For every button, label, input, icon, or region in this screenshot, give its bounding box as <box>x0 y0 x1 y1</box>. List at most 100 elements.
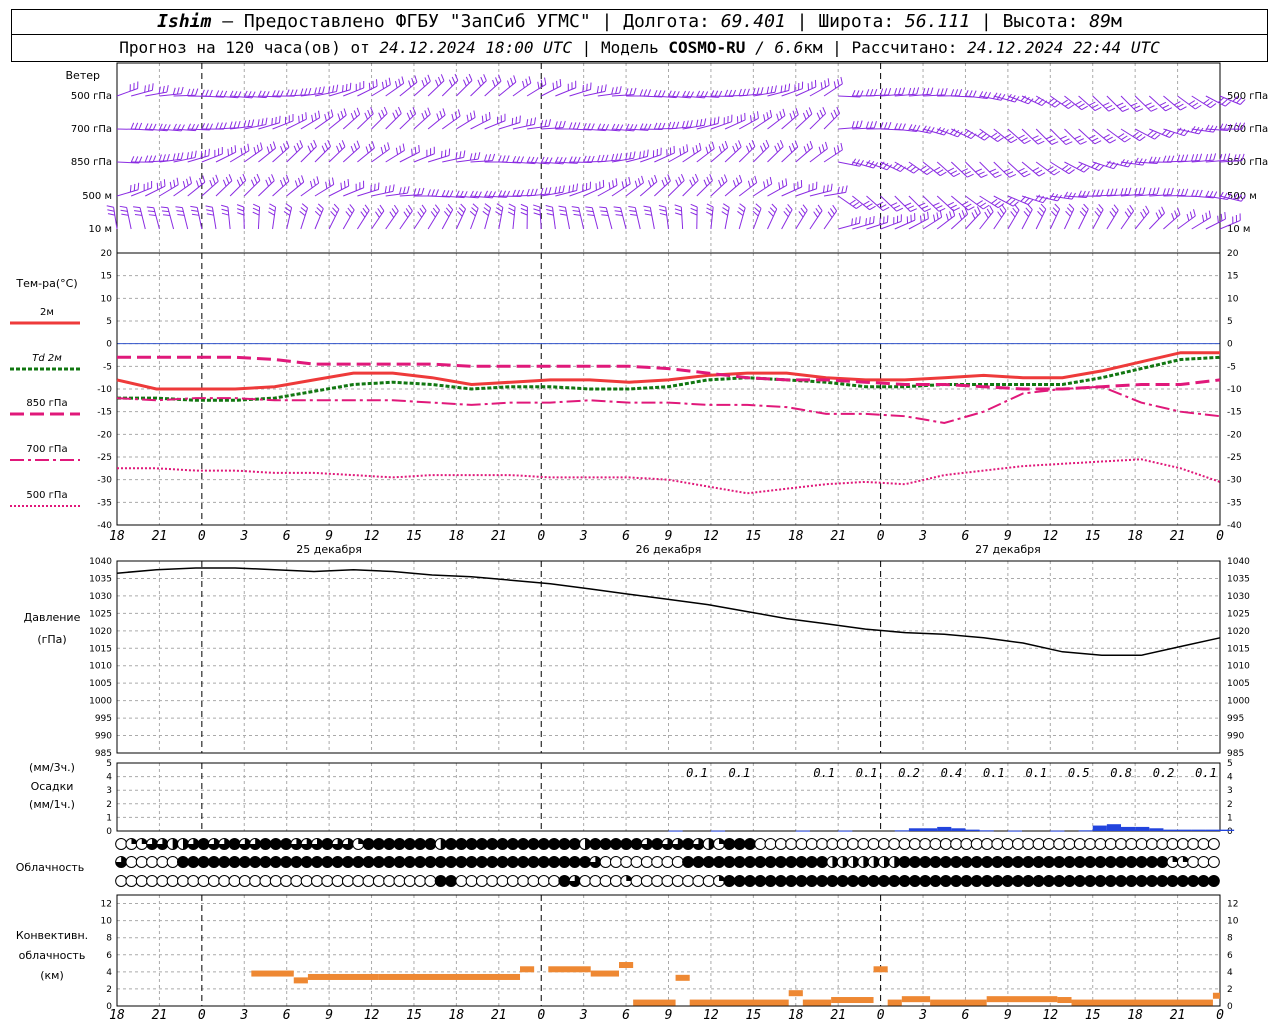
wind-barb-shaft <box>371 210 385 230</box>
wind-barb-feather <box>411 77 415 85</box>
cloud-circle <box>743 875 756 887</box>
precip-bar <box>951 828 966 831</box>
wind-barb-feather <box>421 112 425 120</box>
longitude-value: 69.401 <box>720 11 786 32</box>
wind-barb-feather <box>466 114 469 122</box>
cloud-circle <box>579 875 592 887</box>
wind-barb-feather <box>411 148 413 156</box>
precip-3h-label: 0.1 <box>813 766 835 780</box>
cloud-symbol <box>640 838 653 850</box>
wind-barb-feather <box>1199 189 1203 197</box>
wind-barb-feather <box>657 122 662 130</box>
cloud-symbol <box>950 838 963 850</box>
cloud-circle <box>826 875 839 887</box>
cloud-circle <box>857 875 870 887</box>
wind-barb-feather <box>643 205 651 208</box>
cloud-symbol <box>785 838 798 850</box>
wind-barb-shaft <box>738 146 756 163</box>
wind-barb-feather <box>723 174 728 182</box>
wind-barb-feather <box>1241 122 1246 130</box>
cloud-symbol <box>1001 875 1014 887</box>
cloud-symbol <box>393 838 406 850</box>
cloud-circle <box>651 838 664 850</box>
cloud-symbol <box>1197 875 1210 887</box>
wind-barb-feather <box>1094 163 1101 170</box>
pressure-tick-right: 1000 <box>1227 697 1250 707</box>
cloud-symbol <box>115 856 128 868</box>
precip-3h-label: 0.1 <box>729 766 751 780</box>
cloud-symbol <box>929 838 942 850</box>
wind-barb-feather <box>830 112 835 120</box>
cloud-fill <box>589 856 601 868</box>
wind-barb-shaft <box>795 209 808 230</box>
hour-label: 0 <box>198 529 206 544</box>
cloud-symbol <box>506 875 519 887</box>
wind-barb-feather <box>417 188 421 196</box>
wind-barb-feather <box>1000 94 1006 101</box>
wind-barb-feather <box>964 203 972 208</box>
wind-barb-feather <box>760 87 764 95</box>
wind-barb-feather <box>1236 97 1242 104</box>
wind-barb-feather <box>770 86 773 94</box>
cloud-fill <box>832 856 838 868</box>
cloud-fill <box>883 856 890 868</box>
wind-barb-feather <box>206 209 214 212</box>
wind-barb-feather <box>572 122 577 130</box>
wind-barb-feather <box>221 204 229 208</box>
wind-barb-feather <box>605 154 609 162</box>
wind-barb-feather <box>571 206 579 209</box>
cloud-circle <box>228 838 241 850</box>
cloud-symbol <box>764 856 777 868</box>
wind-barb-feather <box>133 210 142 213</box>
wind-barb-feather <box>228 174 233 181</box>
hour-label: 6 <box>283 529 291 544</box>
wind-barb-feather <box>1040 203 1047 210</box>
wind-barb-feather <box>927 211 929 219</box>
wind-barb-shaft <box>1078 209 1089 230</box>
cloud-fill <box>719 875 725 881</box>
cloud-symbol <box>950 856 963 868</box>
hour-label: 15 <box>406 529 422 544</box>
wind-barb-feather <box>833 147 837 155</box>
wind-barb-feather <box>515 116 518 124</box>
cloud-symbol <box>311 875 324 887</box>
wind-barb-shaft <box>767 146 784 163</box>
wind-barb-feather <box>331 177 335 185</box>
wind-barb-feather <box>403 211 409 218</box>
wind-barb-feather <box>800 207 806 214</box>
cloud-circle <box>682 838 695 850</box>
cloud-fill <box>585 838 591 850</box>
wind-barb-feather <box>904 202 912 207</box>
cloud-symbol <box>939 856 952 868</box>
model-resolution-unit: км <box>803 38 823 57</box>
wind-barb-feather <box>463 79 467 87</box>
wind-barb-feather <box>343 180 346 188</box>
wind-barb-shaft <box>710 180 728 197</box>
wind-barb-feather <box>832 204 838 212</box>
conv-bar <box>930 999 987 1006</box>
precip-3h-label: 0.1 <box>686 766 708 780</box>
cloud-fill <box>141 838 148 844</box>
cloud-circle <box>836 838 849 850</box>
cloud-symbol <box>847 838 860 850</box>
hour-label: 18 <box>1127 529 1143 544</box>
cloud-circle <box>486 856 499 868</box>
cloud-circle <box>455 875 468 887</box>
wind-barb-feather <box>936 169 944 174</box>
cloud-circle <box>187 875 200 887</box>
wind-barb-feather <box>280 145 284 153</box>
cloud-circle <box>166 875 179 887</box>
cloud-symbol <box>197 875 210 887</box>
wind-barb-feather <box>808 107 813 115</box>
cloud-symbol <box>506 856 519 868</box>
cloud-circle <box>929 856 942 868</box>
wind-barb-feather <box>624 179 628 187</box>
altitude-label: Высота: <box>1002 11 1079 32</box>
cloud-circle <box>280 838 293 850</box>
wind-barb-feather <box>1031 135 1039 140</box>
wind-barb-feather <box>485 113 488 121</box>
wind-barb-feather <box>1239 99 1246 105</box>
cloud-symbol <box>115 838 128 850</box>
wind-barb-shaft <box>211 207 217 230</box>
cloud-circle <box>939 838 952 850</box>
